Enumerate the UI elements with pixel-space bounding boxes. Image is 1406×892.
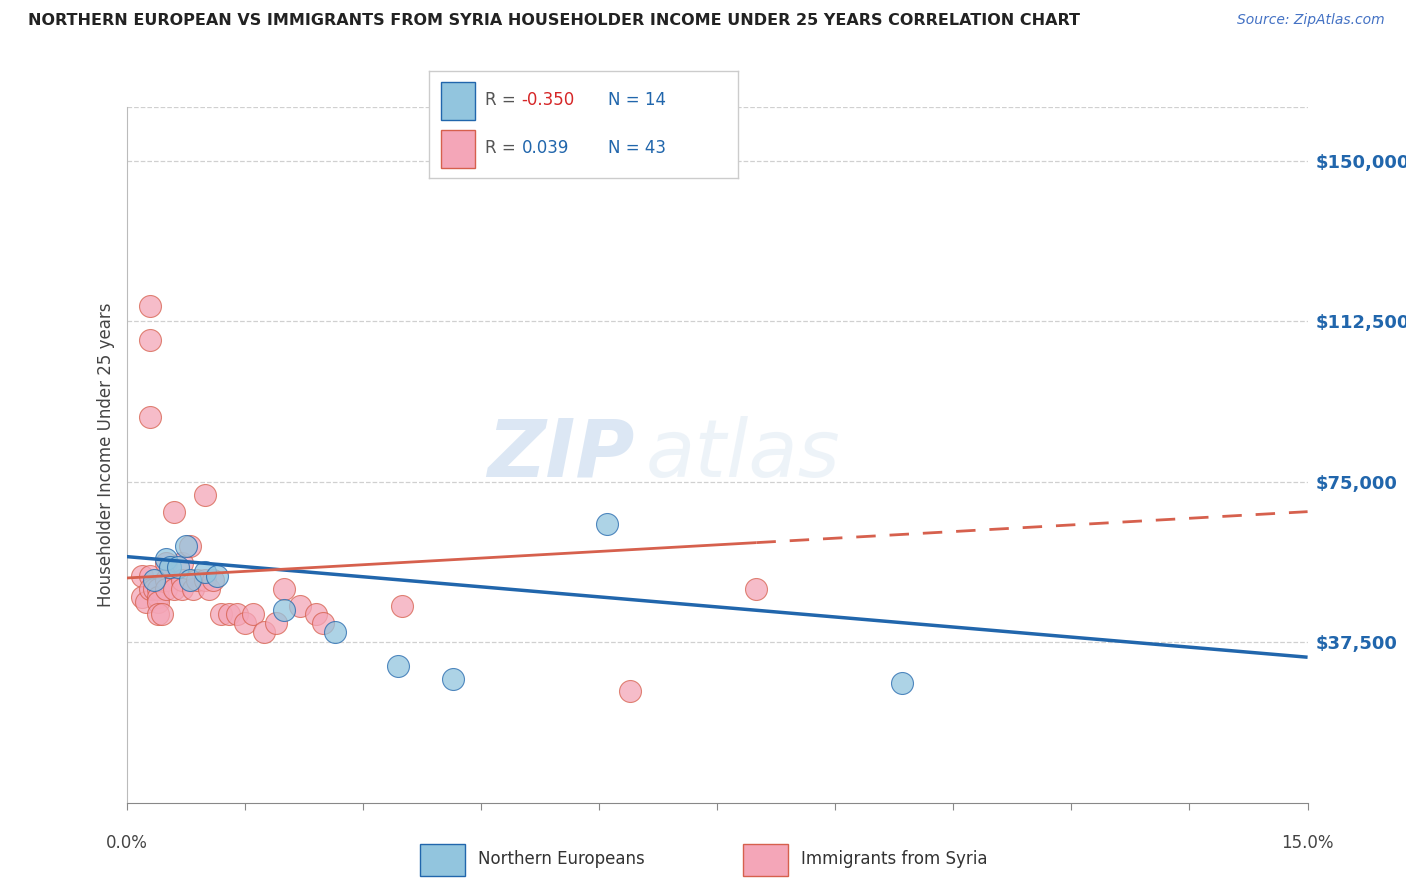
Point — [170, 556, 193, 570]
Point — [139, 299, 162, 313]
Point — [146, 591, 169, 605]
Point — [150, 607, 173, 622]
Y-axis label: Householder Income Under 25 years: Householder Income Under 25 years — [97, 302, 115, 607]
Text: R =: R = — [485, 91, 520, 109]
Point — [155, 556, 177, 570]
Bar — [441, 82, 475, 120]
Text: NORTHERN EUROPEAN VS IMMIGRANTS FROM SYRIA HOUSEHOLDER INCOME UNDER 25 YEARS COR: NORTHERN EUROPEAN VS IMMIGRANTS FROM SYR… — [28, 13, 1080, 29]
Point — [155, 551, 177, 566]
Point — [131, 591, 153, 605]
Point — [143, 582, 166, 596]
Point — [323, 624, 346, 639]
Point — [146, 582, 169, 596]
Point — [139, 582, 162, 596]
Point — [596, 517, 619, 532]
Point — [194, 565, 217, 579]
Text: Immigrants from Syria: Immigrants from Syria — [801, 849, 987, 868]
Point — [391, 599, 413, 613]
Point — [186, 573, 208, 587]
Point — [273, 603, 295, 617]
Text: 15.0%: 15.0% — [1281, 834, 1334, 852]
Point — [166, 560, 188, 574]
Point — [139, 410, 162, 425]
Point — [170, 582, 193, 596]
Point — [146, 594, 169, 608]
Point — [198, 582, 221, 596]
Point — [218, 607, 240, 622]
Point — [170, 573, 193, 587]
Point — [174, 539, 197, 553]
Text: Northern Europeans: Northern Europeans — [478, 849, 644, 868]
Point — [233, 615, 256, 630]
Point — [159, 560, 181, 574]
Point — [209, 607, 232, 622]
Point — [304, 607, 326, 622]
Point — [135, 594, 157, 608]
Text: N = 14: N = 14 — [609, 91, 666, 109]
Text: atlas: atlas — [647, 416, 841, 494]
Point — [143, 573, 166, 587]
Point — [619, 684, 641, 698]
Text: -0.350: -0.350 — [522, 91, 575, 109]
Point — [387, 658, 409, 673]
Point — [312, 615, 335, 630]
Point — [155, 582, 177, 596]
Text: N = 43: N = 43 — [609, 139, 666, 157]
Point — [264, 615, 287, 630]
Point — [242, 607, 264, 622]
Point — [253, 624, 276, 639]
Point — [183, 582, 205, 596]
Text: Source: ZipAtlas.com: Source: ZipAtlas.com — [1237, 13, 1385, 28]
Point — [163, 505, 186, 519]
Bar — [742, 844, 789, 876]
Text: 0.0%: 0.0% — [105, 834, 148, 852]
Point — [891, 676, 914, 690]
Point — [205, 569, 228, 583]
Point — [194, 487, 217, 501]
Point — [155, 573, 177, 587]
Text: R =: R = — [485, 139, 520, 157]
Bar — [441, 130, 475, 168]
Point — [163, 582, 186, 596]
Point — [225, 607, 247, 622]
Point — [288, 599, 311, 613]
Point — [202, 573, 225, 587]
Point — [139, 569, 162, 583]
Point — [194, 573, 217, 587]
Point — [179, 539, 201, 553]
Point — [146, 607, 169, 622]
Point — [139, 334, 162, 348]
Point — [745, 582, 768, 596]
Text: 0.039: 0.039 — [522, 139, 569, 157]
Point — [131, 569, 153, 583]
Point — [441, 672, 464, 686]
Text: ZIP: ZIP — [486, 416, 634, 494]
Point — [273, 582, 295, 596]
Bar — [419, 844, 465, 876]
Point — [179, 573, 201, 587]
